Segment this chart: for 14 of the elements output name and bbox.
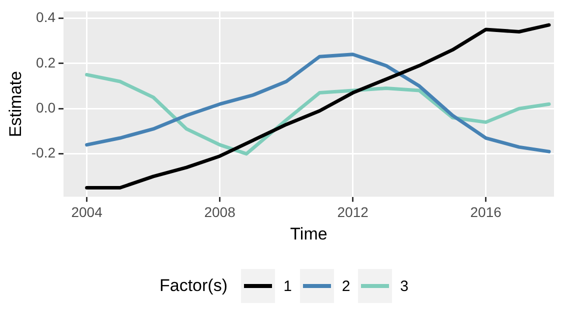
legend-label: 2 [342,278,350,294]
y-axis-title: Estimate [6,71,25,138]
y-tick-label: -0.2 [31,144,56,161]
y-tick-label: 0.4 [36,9,56,26]
x-tick-label: 2012 [337,204,369,220]
x-tick-label: 2008 [204,204,236,220]
legend-label: 3 [400,278,409,294]
y-tick-label: 0.0 [36,99,56,116]
legend-label: 1 [283,278,292,294]
legend-title: Factor(s) [159,276,228,296]
x-axis-title: Time [290,224,328,244]
x-tick-label: 2004 [71,204,103,220]
x-tick-label: 2016 [470,204,502,220]
y-tick-label: 0.2 [36,54,56,70]
